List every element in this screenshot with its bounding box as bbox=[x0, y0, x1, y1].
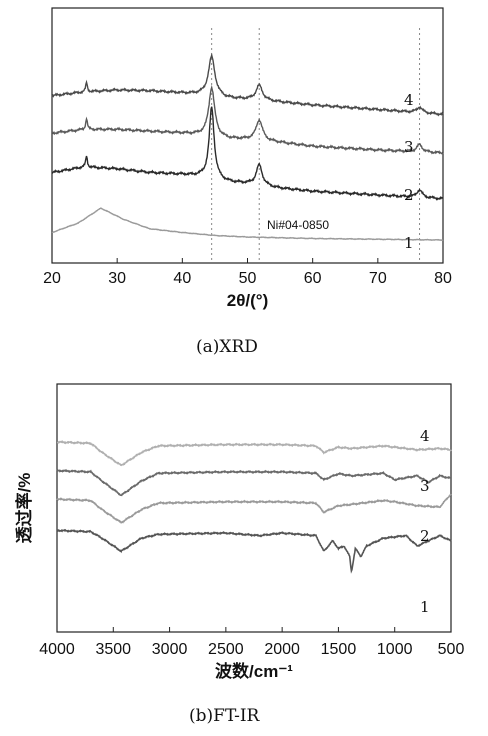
ftir-x-tick-label: 3500 bbox=[95, 641, 131, 658]
xrd-annotation: Ni#04-0850 bbox=[267, 218, 329, 232]
xrd-series-label-1: 1 bbox=[404, 234, 414, 252]
xrd-x-axis-label: 2θ/(°) bbox=[227, 291, 269, 310]
ftir-x-tick-label: 3000 bbox=[152, 641, 188, 658]
xrd-series-line-2 bbox=[51, 106, 444, 201]
ftir-x-axis-label: 波数/cm⁻¹ bbox=[215, 661, 293, 681]
ftir-x-tick-label: 2500 bbox=[208, 641, 244, 658]
ftir-x-tick-label: 2000 bbox=[264, 641, 300, 658]
ftir-series-line-3 bbox=[56, 468, 451, 497]
ftir-x-tick-label: 1500 bbox=[321, 641, 357, 658]
ftir-series-label-1: 1 bbox=[420, 598, 430, 616]
xrd-x-tick-label: 40 bbox=[173, 270, 191, 287]
ftir-series-label-3: 3 bbox=[420, 477, 430, 495]
xrd-x-tick-label: 30 bbox=[108, 270, 126, 287]
xrd-x-tick-label: 20 bbox=[43, 270, 61, 287]
ftir-series-label-4: 4 bbox=[420, 427, 430, 445]
xrd-caption: (a)XRD bbox=[196, 337, 258, 357]
xrd-x-tick-label: 70 bbox=[369, 270, 387, 287]
ftir-series-line-1 bbox=[56, 528, 452, 574]
xrd-x-tick-label: 50 bbox=[239, 270, 257, 287]
ftir-series-label-2: 2 bbox=[420, 527, 430, 545]
xrd-series-line-4 bbox=[51, 52, 444, 117]
xrd-chart: 20 30 40 50 60 70 80 2θ/(°) 1 2 3 4 Ni#04-0850 bbox=[43, 7, 452, 310]
xrd-series-line-3 bbox=[51, 84, 444, 155]
ftir-x-tick-label: 1000 bbox=[377, 641, 413, 658]
ftir-x-tick-label: 500 bbox=[438, 641, 465, 658]
xrd-x-tick-label: 60 bbox=[304, 270, 322, 287]
ftir-series-line-4 bbox=[57, 440, 452, 467]
xrd-x-tick-label: 80 bbox=[434, 270, 452, 287]
ftir-x-tick-label: 4000 bbox=[39, 641, 75, 658]
xrd-plot-frame bbox=[51, 7, 444, 264]
xrd-series-line-1 bbox=[51, 207, 444, 242]
ftir-series-line-2 bbox=[56, 493, 452, 524]
xrd-series-label-4: 4 bbox=[404, 91, 414, 109]
ftir-caption: (b)FT-IR bbox=[189, 706, 260, 726]
ftir-plot-frame bbox=[56, 383, 452, 633]
xrd-series-label-3: 3 bbox=[404, 138, 414, 156]
xrd-series-label-2: 2 bbox=[404, 186, 414, 204]
ftir-y-axis-label: 透过率/% bbox=[14, 473, 34, 544]
